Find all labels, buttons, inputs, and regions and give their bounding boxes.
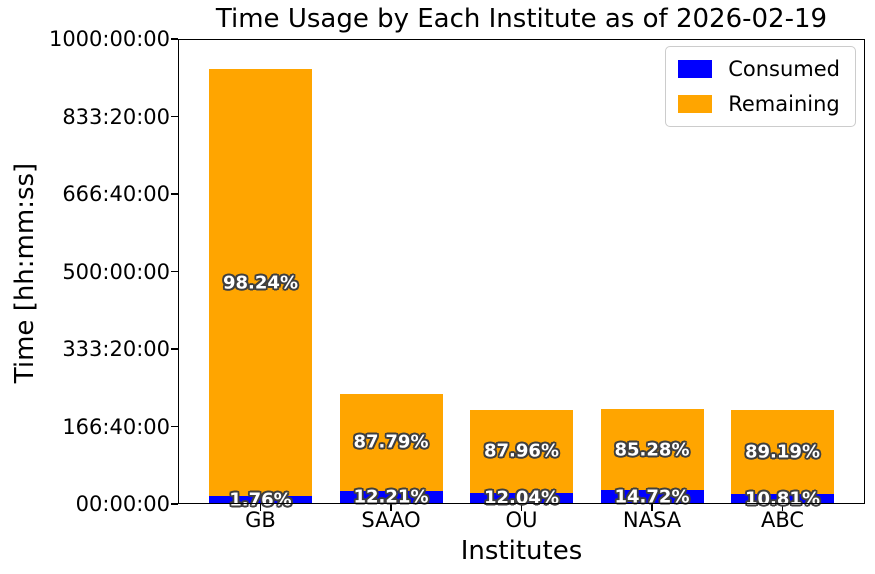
legend-label-consumed: Consumed [728, 57, 840, 81]
bar-label-remaining-gb: 98.24% [223, 272, 298, 294]
x-tick-label-ou: OU [505, 508, 538, 532]
x-tick-label-saao: SAAO [361, 508, 421, 532]
bar-label-remaining-saao: 87.79% [353, 431, 429, 453]
y-tick-label: 00:00:00 [75, 492, 170, 516]
x-tick-label-abc: ABC [760, 508, 805, 532]
chart-title: Time Usage by Each Institute as of 2026-… [215, 4, 828, 34]
y-tick-label: 333:20:00 [62, 337, 170, 361]
y-tick-label: 666:40:00 [62, 182, 170, 206]
bar-label-remaining-abc: 89.19% [745, 441, 820, 463]
bar-ou-consumed-segment [470, 492, 573, 504]
legend-swatch-remaining-icon [678, 95, 713, 113]
x-tick-label-gb: GB [245, 508, 276, 532]
legend-item-consumed: Consumed [678, 56, 840, 82]
y-tick-label: 166:40:00 [62, 414, 170, 439]
bar-nasa [600, 409, 704, 504]
y-axis-label: Time [hh:mm:ss] [10, 162, 40, 384]
bar-label-remaining-nasa: 85.28% [614, 439, 690, 461]
x-tick-mark [390, 504, 392, 511]
bar-gb [209, 69, 312, 504]
bar-label-consumed-ou: 12.04% [484, 487, 559, 509]
y-tick-mark [171, 503, 178, 505]
bar-label-remaining-ou: 87.96% [484, 440, 559, 462]
bar-label-consumed-nasa: 14.72% [614, 486, 690, 508]
y-tick-label: 833:20:00 [62, 104, 170, 129]
legend-swatch-consumed-icon [678, 60, 713, 78]
x-tick-label-nasa: NASA [622, 508, 682, 532]
legend-item-remaining: Remaining [678, 91, 840, 117]
x-tick-mark [781, 504, 784, 511]
x-tick-mark [651, 504, 653, 511]
x-axis-label: Institutes [460, 536, 583, 566]
plot-area: Consumed Remaining 1.76% 98.24% 12.21% 87.7… [178, 39, 865, 511]
y-tick-mark [171, 270, 178, 273]
bar-label-consumed-abc: 10.81% [745, 488, 820, 510]
bar-saao [339, 394, 443, 504]
x-tick-mark [520, 504, 523, 511]
y-tick-mark [171, 38, 178, 40]
bar-label-consumed-saao: 12.21% [353, 486, 429, 508]
x-tick-mark [259, 504, 262, 511]
bar-abc [731, 409, 834, 504]
y-tick-label: 500:00:00 [62, 259, 170, 284]
bar-gb-consumed-segment [209, 496, 312, 504]
bar-label-consumed-gb: 1.76% [229, 489, 292, 511]
bar-saao-consumed-segment [339, 490, 443, 504]
y-tick-label: 1000:00:00 [48, 27, 170, 51]
y-tick-mark [171, 348, 178, 350]
y-tick-mark [171, 425, 178, 428]
y-tick-mark [171, 115, 178, 118]
bar-nasa-consumed-segment [600, 490, 704, 504]
legend-label-remaining: Remaining [728, 92, 840, 116]
bar-abc-consumed-segment [731, 493, 834, 504]
legend: Consumed Remaining [665, 46, 856, 127]
bar-ou [470, 410, 573, 504]
y-tick-mark [171, 193, 178, 195]
